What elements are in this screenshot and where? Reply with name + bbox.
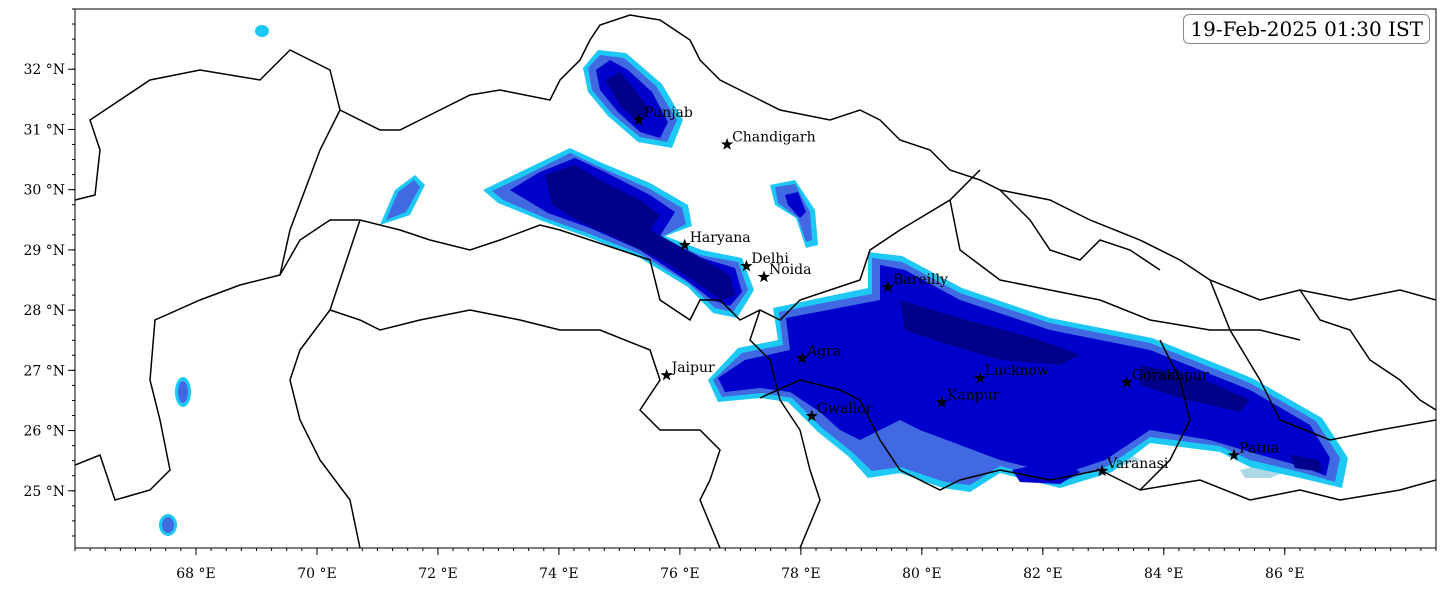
- timestamp-label: 19-Feb-2025 01:30 IST: [1183, 14, 1430, 44]
- city-label-varanasi: Varanasi: [1106, 456, 1169, 472]
- city-star-icon: [1095, 464, 1109, 477]
- rain-shading: [75, 14, 1436, 548]
- y-tick-label: 25 °N: [23, 484, 65, 500]
- city-label-delhi: Delhi: [751, 251, 789, 267]
- x-tick-label: 72 °E: [418, 566, 457, 582]
- city-star-icon: [757, 270, 771, 283]
- city-star-icon: [740, 259, 753, 272]
- city-label-punjab: Punjab: [644, 105, 693, 121]
- city-label-kanpur: Kanpur: [947, 387, 1000, 403]
- x-tick-label: 76 °E: [660, 566, 699, 582]
- city-star-icon: [1120, 375, 1134, 388]
- city-star-icon: [881, 280, 895, 293]
- city-label-noida: Noida: [769, 262, 811, 278]
- x-tick-label: 68 °E: [176, 566, 215, 582]
- city-label-patna: Patna: [1239, 440, 1279, 456]
- x-tick-label: 78 °E: [781, 566, 820, 582]
- city-star-icon: [795, 351, 809, 364]
- x-tick-label: 70 °E: [297, 566, 336, 582]
- city-star-icon: [632, 113, 645, 126]
- y-tick-label: 26 °N: [23, 424, 65, 440]
- y-tick-label: 27 °N: [23, 363, 65, 379]
- city-star-icon: [678, 238, 691, 251]
- city-star-icon: [805, 409, 818, 422]
- city-label-haryana: Haryana: [690, 230, 751, 246]
- boundaries: [75, 14, 1436, 548]
- city-label-jaipur: Jaipur: [670, 360, 715, 376]
- plot-frame: [74, 8, 1437, 549]
- city-star-icon: [660, 368, 673, 381]
- x-tick-label: 82 °E: [1023, 566, 1062, 582]
- city-star-icon: [935, 395, 948, 408]
- x-tick-label: 80 °E: [902, 566, 941, 582]
- city-star-icon: [1227, 448, 1241, 461]
- x-tick-label: 74 °E: [539, 566, 578, 582]
- city-label-gorakhpur: Gorakhpur: [1132, 367, 1209, 383]
- y-tick-label: 29 °N: [23, 243, 65, 259]
- city-label-agra: Agra: [806, 343, 841, 359]
- y-tick-label: 31 °N: [23, 122, 65, 138]
- x-tick-label: 86 °E: [1265, 566, 1304, 582]
- city-label-gwalior: Gwalior: [817, 401, 873, 417]
- city-star-icon: [720, 138, 734, 150]
- y-tick-label: 28 °N: [23, 303, 65, 319]
- city-label-bareilly: Bareilly: [893, 272, 948, 288]
- city-label-lucknow: Lucknow: [985, 363, 1049, 379]
- y-tick-label: 32 °N: [23, 62, 65, 78]
- city-label-chandigarh: Chandigarh: [732, 130, 816, 146]
- city-star-icon: [973, 371, 987, 384]
- y-tick-label: 30 °N: [23, 183, 65, 199]
- axis-ticks: 68 °E 70 °E 72 °E 74 °E 76 °E 78 °E 80 °E 82 °E…: [23, 8, 1437, 582]
- rain-level-4: [545, 72, 1322, 472]
- x-tick-label: 84 °E: [1144, 566, 1183, 582]
